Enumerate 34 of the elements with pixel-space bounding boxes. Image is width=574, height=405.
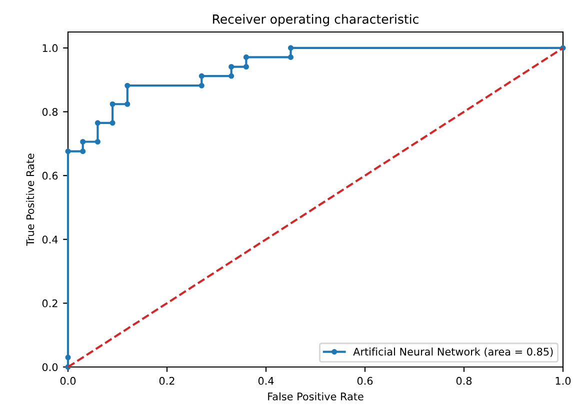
point bbox=[124, 101, 130, 107]
legend-label: Artificial Neural Network (area = 0.85) bbox=[353, 348, 553, 357]
y-tick-label: 0.0 bbox=[42, 363, 58, 372]
x-tick-label: 0.0 bbox=[60, 376, 76, 385]
point bbox=[65, 148, 71, 154]
x-tick-label: 1.0 bbox=[556, 376, 571, 385]
y-tick-label: 0.8 bbox=[42, 108, 58, 116]
point bbox=[65, 354, 71, 360]
point bbox=[110, 101, 116, 107]
point bbox=[198, 82, 204, 88]
point bbox=[94, 120, 100, 126]
point bbox=[243, 64, 249, 70]
point bbox=[228, 64, 234, 70]
x-axis-title: False Positive Rate bbox=[268, 392, 364, 400]
point bbox=[124, 82, 130, 88]
y-tick-label: 0.6 bbox=[42, 172, 58, 180]
point bbox=[94, 138, 100, 145]
point bbox=[198, 73, 204, 79]
point bbox=[80, 138, 86, 145]
x-tick-label: 0.4 bbox=[258, 376, 274, 385]
chart-title: Receiver operating characteristic bbox=[213, 14, 418, 26]
y-tick-label: 0.4 bbox=[42, 236, 58, 244]
point bbox=[228, 73, 234, 79]
point bbox=[288, 54, 294, 60]
x-tick-label: 0.6 bbox=[357, 376, 373, 385]
y-tick-label: 0.2 bbox=[42, 299, 58, 308]
point bbox=[80, 148, 86, 154]
point bbox=[288, 45, 294, 51]
x-tick-label: 0.8 bbox=[456, 376, 472, 385]
x-tick-label: 0.2 bbox=[159, 376, 174, 385]
y-axis-title: True Positive Rate bbox=[26, 154, 34, 246]
y-tick-label: 1.0 bbox=[42, 44, 58, 52]
point bbox=[243, 54, 249, 60]
point bbox=[110, 120, 116, 126]
